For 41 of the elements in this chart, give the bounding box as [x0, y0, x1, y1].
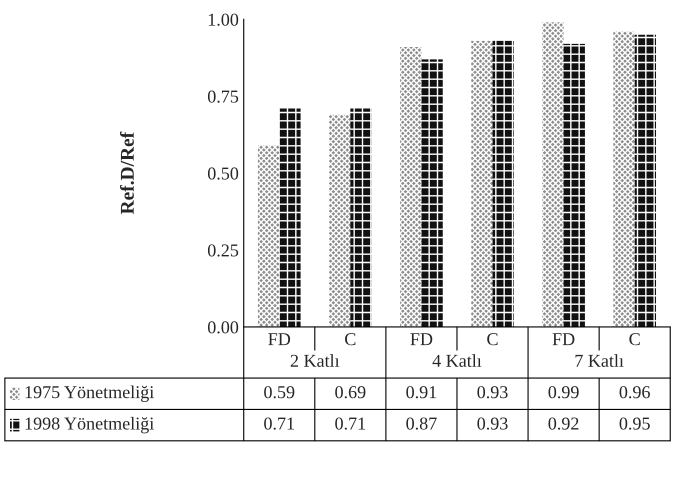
data-label: 0.95 — [620, 417, 650, 430]
x-tick-label: FD — [552, 333, 574, 346]
y-tick-label: 0.50 — [208, 167, 238, 180]
bar — [634, 34, 656, 327]
data-label: 0.92 — [548, 417, 578, 430]
data-label: 0.71 — [335, 417, 366, 430]
bar — [279, 108, 301, 327]
data-label: 0.71 — [264, 417, 294, 430]
x-tick-label: C — [487, 333, 498, 346]
text: 4 Katlı — [432, 354, 482, 367]
legend-label: 1998 Yönetmeliği — [26, 416, 154, 434]
data-label: 0.93 — [477, 417, 508, 430]
bar — [258, 145, 280, 327]
y-tick-label: 0.25 — [208, 244, 238, 257]
bar — [542, 22, 564, 327]
data-label: 0.91 — [406, 386, 436, 398]
bar — [350, 108, 372, 327]
data-label: 0.96 — [620, 386, 650, 398]
bar — [492, 40, 514, 327]
x-tick-label: FD — [410, 333, 432, 346]
y-tick-label: 0.00 — [208, 321, 238, 334]
bar — [329, 114, 350, 327]
y-tick-label: 1.00 — [208, 14, 238, 26]
bar — [421, 59, 443, 327]
legend-label: 1975 Yönetmeliği — [26, 386, 154, 402]
text: 2 Katlı — [290, 354, 340, 367]
data-label: 0.69 — [335, 386, 366, 398]
bar — [400, 47, 422, 327]
x-tick-label: FD — [268, 333, 290, 346]
text: 7 Katlı — [576, 354, 624, 367]
bar — [613, 32, 635, 327]
y-axis-title: Ref.D/Ref — [120, 132, 134, 214]
data-label: 0.93 — [477, 386, 508, 398]
data-label: 0.99 — [548, 386, 579, 398]
y-tick-label: 0.75 — [208, 90, 238, 103]
x-tick-label: C — [629, 333, 640, 346]
x-tick-label: C — [345, 333, 356, 346]
bar — [564, 44, 585, 327]
data-label: 0.87 — [406, 417, 437, 430]
data-label: 0.59 — [264, 386, 294, 398]
bar — [471, 40, 493, 327]
